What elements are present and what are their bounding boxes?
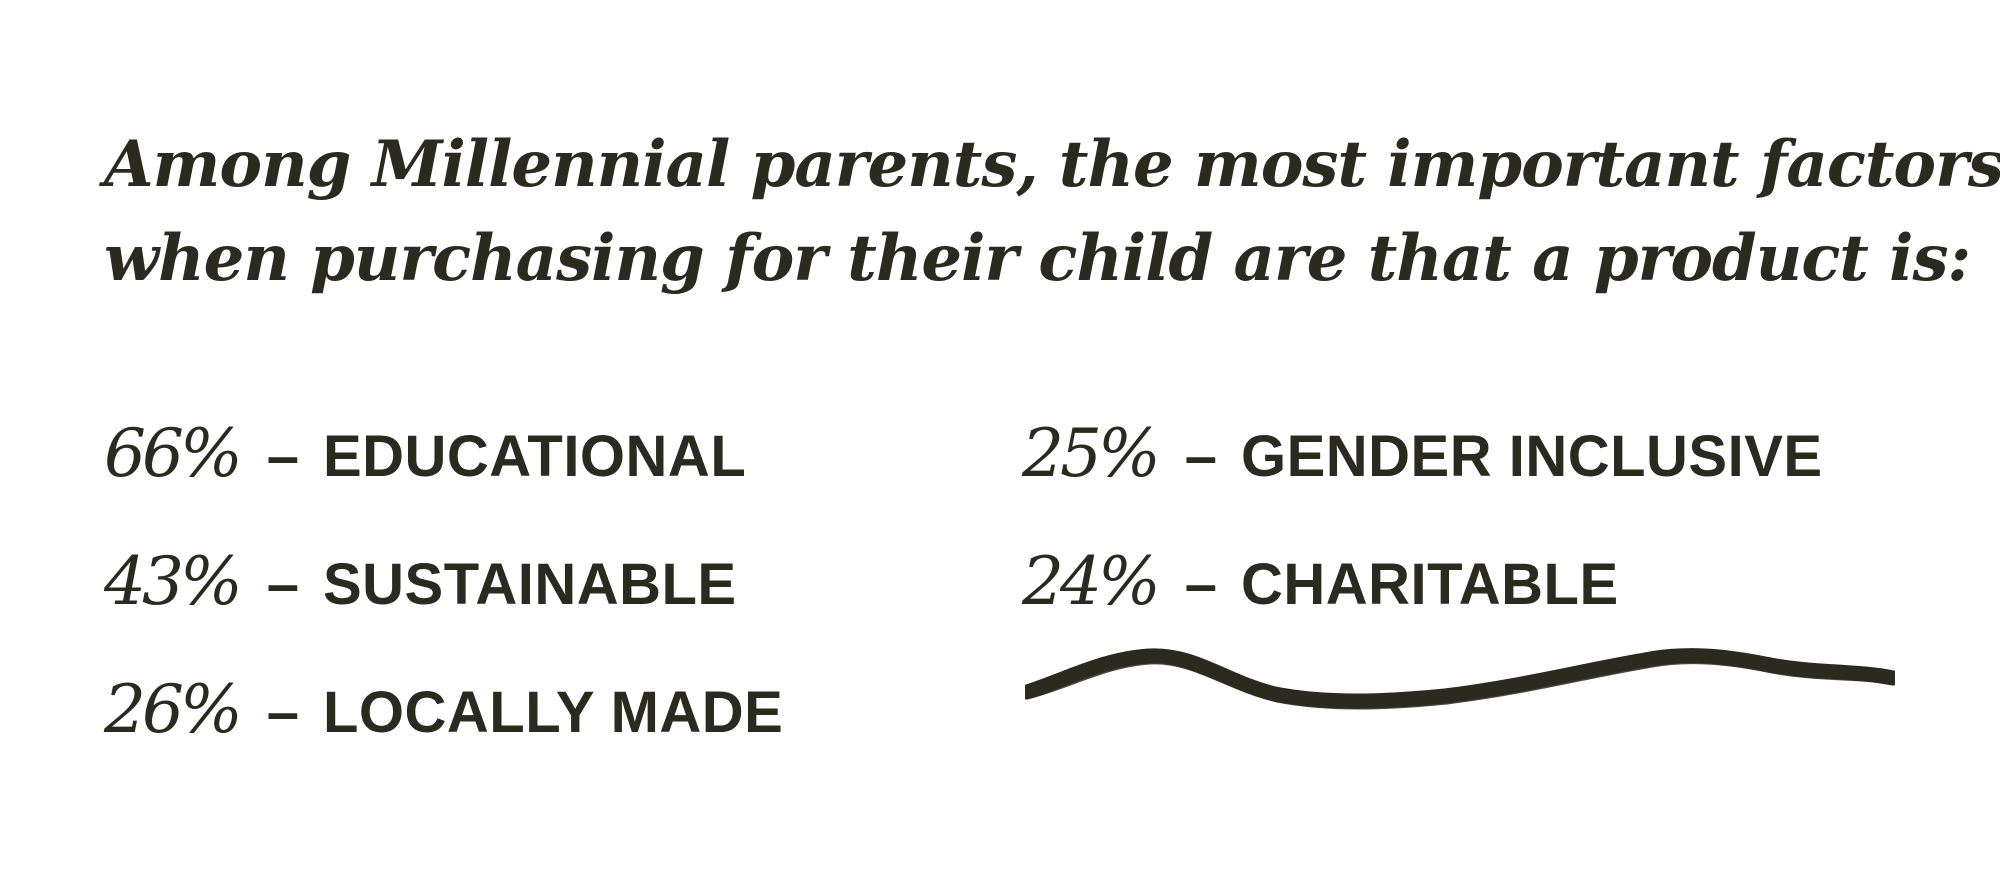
- stat-percent: 24%: [1022, 543, 1161, 620]
- stat-percent: 25%: [1022, 415, 1161, 492]
- headline: Among Millennial parents, the most impor…: [104, 118, 2000, 306]
- stat-dash: –: [1184, 552, 1217, 617]
- headline-line-2: when purchasing for their child are that…: [104, 221, 1971, 296]
- stat-percent: 43%: [104, 543, 243, 620]
- stat-label: CHARITABLE: [1240, 552, 1619, 617]
- brush-stroke-texture: [1028, 659, 1890, 710]
- headline-line-1: Among Millennial parents, the most impor…: [104, 127, 2000, 202]
- brush-stroke-path: [1025, 648, 1895, 709]
- stat-dash: –: [266, 552, 299, 617]
- stat-charitable: 24% – CHARITABLE: [1022, 543, 1619, 620]
- stat-label: LOCALLY MADE: [322, 680, 784, 745]
- stat-dash: –: [266, 424, 299, 489]
- stat-label: GENDER INCLUSIVE: [1240, 424, 1823, 489]
- stat-percent: 66%: [104, 415, 243, 492]
- stat-dash: –: [266, 680, 299, 745]
- stat-label: SUSTAINABLE: [322, 552, 737, 617]
- stat-gender-inclusive: 25% – GENDER INCLUSIVE: [1022, 415, 1823, 492]
- stat-dash: –: [1184, 424, 1217, 489]
- stat-sustainable: 43% – SUSTAINABLE: [104, 543, 737, 620]
- brush-stroke-squiggle-icon: [1025, 648, 1895, 710]
- stat-percent: 26%: [104, 671, 243, 748]
- stat-educational: 66% – EDUCATIONAL: [104, 415, 746, 492]
- stat-label: EDUCATIONAL: [322, 424, 747, 489]
- stat-locally-made: 26% – LOCALLY MADE: [104, 671, 783, 748]
